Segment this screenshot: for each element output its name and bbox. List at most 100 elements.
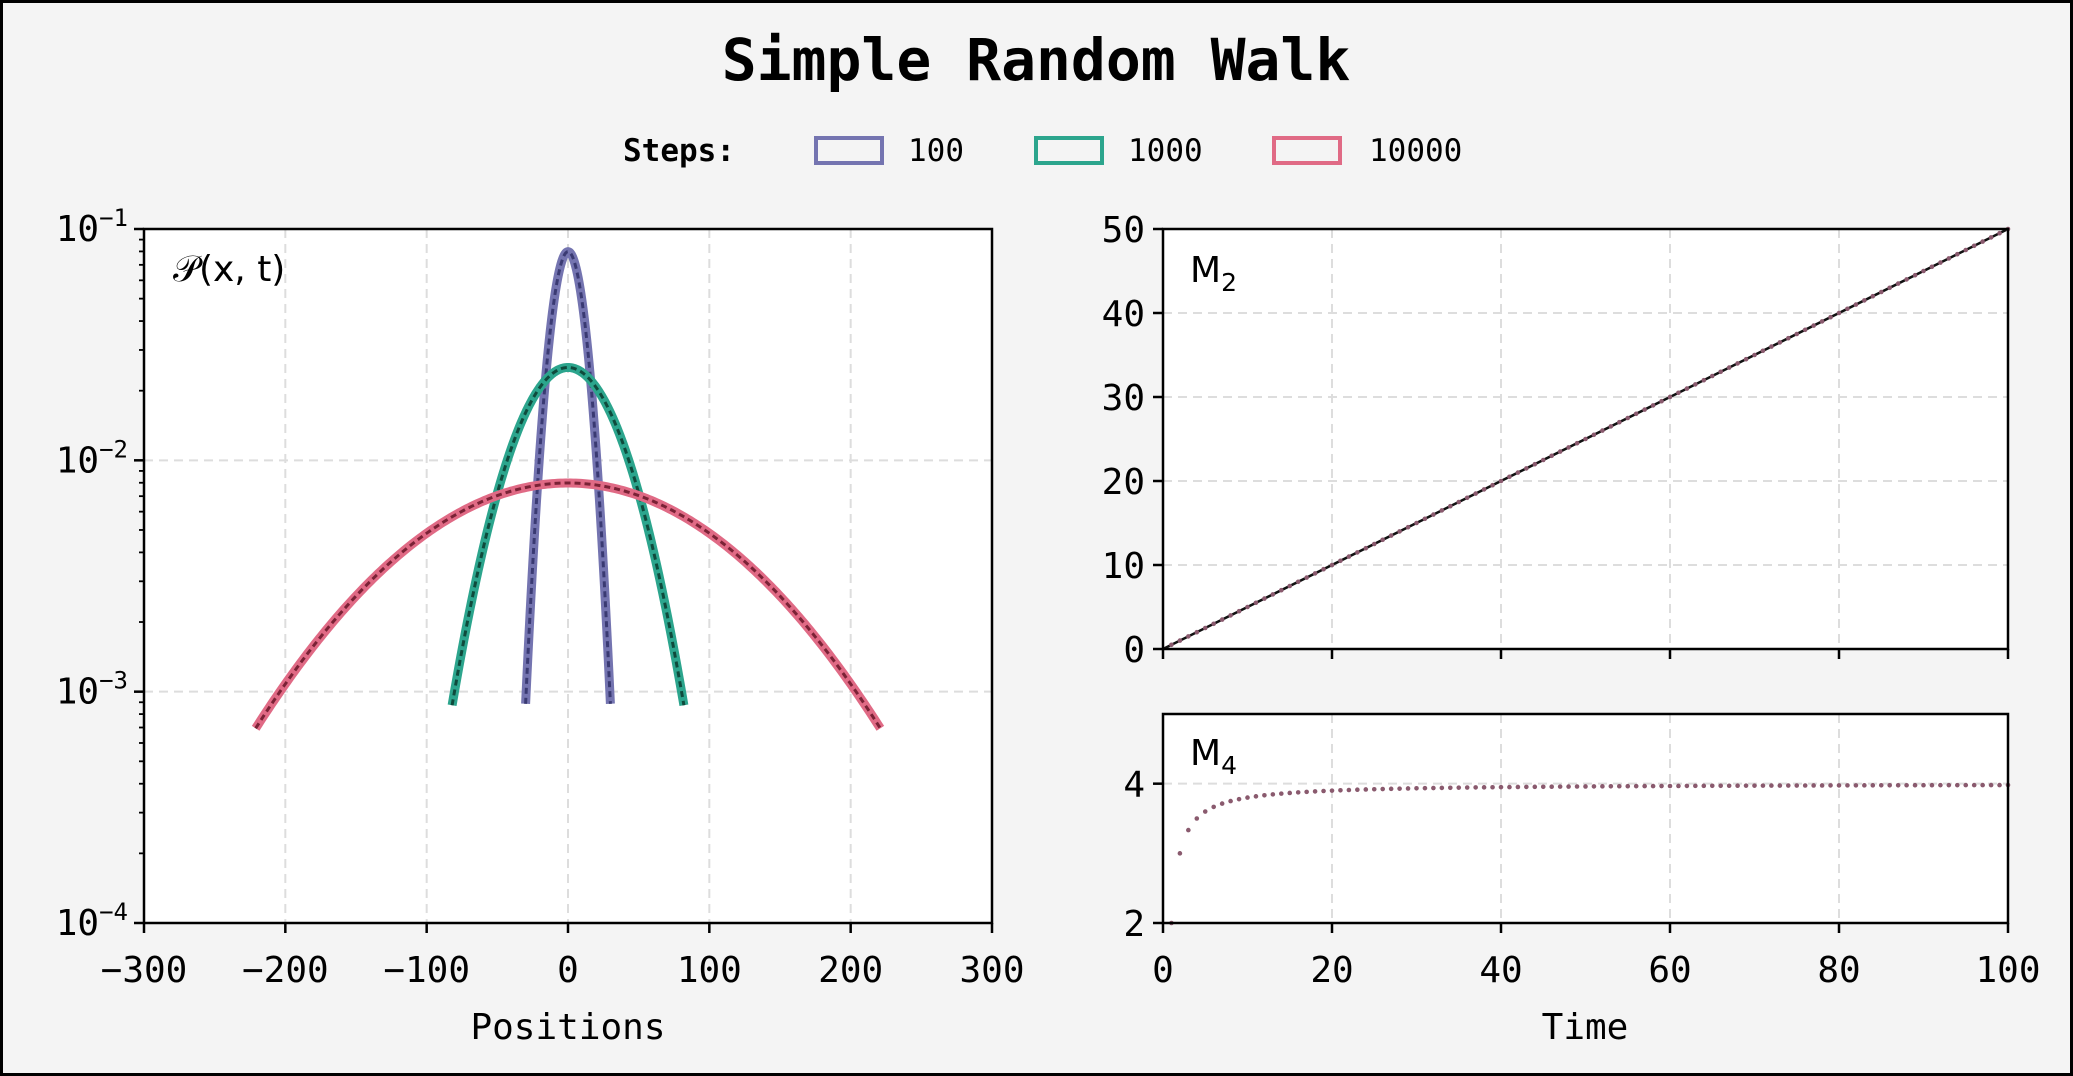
m4-y-ticks: 24 xyxy=(1123,765,1163,945)
legend-swatch-1000 xyxy=(1034,136,1104,165)
m4-point xyxy=(1718,783,1723,789)
m4-point xyxy=(1836,783,1842,788)
m2-y-ticks: 0 10 20 30 40 50 xyxy=(1102,210,1163,671)
m2-point xyxy=(1540,457,1546,463)
m2-point xyxy=(1997,230,2002,236)
m2-point xyxy=(1473,491,1478,496)
m2-panel-label: M2 xyxy=(1190,250,1237,297)
m2-point xyxy=(1287,583,1293,589)
m2-point xyxy=(1735,361,1740,366)
m4-point xyxy=(1743,783,1749,788)
m4-point xyxy=(1279,791,1284,796)
m2-point xyxy=(1279,587,1284,593)
m2-point xyxy=(1980,239,1985,244)
m2-point xyxy=(1270,592,1276,597)
legend: Steps: 100 1000 10000 xyxy=(623,133,1462,169)
m2-point xyxy=(1752,352,1757,358)
m4-point xyxy=(1329,788,1335,793)
legend-title: Steps: xyxy=(623,133,735,169)
m4-point xyxy=(1676,783,1681,789)
m2-point xyxy=(1363,545,1369,551)
m4-point xyxy=(1262,792,1267,798)
m2-point xyxy=(1481,487,1487,492)
m4-point xyxy=(1929,782,1935,788)
m4-point xyxy=(1557,784,1563,789)
m4-point xyxy=(1608,783,1614,789)
m4-point xyxy=(1667,783,1673,789)
distribution-panel: −300 −200 −100 0 100 200 300 10−410−310−210−1 … xyxy=(56,204,1025,1048)
m2-point xyxy=(1811,323,1816,328)
m2-frame xyxy=(1161,227,2010,651)
distribution-x-tick-label: 200 xyxy=(818,950,883,991)
m2-point xyxy=(1388,533,1394,538)
m4-point xyxy=(1549,784,1554,789)
m4-point xyxy=(1287,790,1293,796)
m4-point xyxy=(1194,816,1200,821)
distribution-series xyxy=(251,247,885,731)
m4-point xyxy=(1988,782,1994,788)
m2-point xyxy=(1853,302,1859,307)
m2-y-tick-label: 0 xyxy=(1123,630,1145,671)
m4-x-tick-label: 60 xyxy=(1648,950,1691,991)
distribution-y-tick-label: 10−4 xyxy=(56,898,128,944)
m2-point xyxy=(1312,571,1318,576)
m2-point xyxy=(1718,369,1723,375)
m2-label-main: M xyxy=(1190,250,1221,291)
m4-point xyxy=(1405,786,1411,791)
m2-y-tick-label: 10 xyxy=(1102,546,1145,587)
m2-point xyxy=(1904,277,1909,282)
m4-point xyxy=(1380,786,1385,792)
distribution-y-tick-label: 10−2 xyxy=(56,435,128,481)
m4-x-tick-label: 20 xyxy=(1310,950,1353,991)
m2-point xyxy=(1431,512,1436,517)
m2-point xyxy=(1845,306,1850,312)
distribution-x-ticks: −300 −200 −100 0 100 200 300 xyxy=(101,923,1025,991)
m2-point xyxy=(1633,411,1639,417)
m2-point xyxy=(1938,260,1943,265)
m4-point xyxy=(1515,784,1521,790)
m4-point xyxy=(1625,783,1631,789)
distribution-x-label: Positions xyxy=(470,1007,665,1048)
m4-point xyxy=(1802,783,1808,788)
m4-point xyxy=(1490,784,1495,790)
m2-point xyxy=(1836,310,1842,316)
m4-grid xyxy=(1163,714,2008,923)
m4-point xyxy=(1186,827,1191,833)
m4-point xyxy=(1414,786,1419,791)
m4-point xyxy=(1346,787,1352,793)
m4-point xyxy=(1574,784,1580,789)
m4-point xyxy=(1650,783,1656,789)
m4-point xyxy=(1456,785,1462,790)
m4-point xyxy=(1955,782,1960,788)
m4-point xyxy=(1946,782,1952,788)
m4-point xyxy=(1938,782,1943,788)
m2-y-tick-label: 50 xyxy=(1102,210,1145,251)
m4-point xyxy=(1642,783,1647,789)
m2-point xyxy=(1456,499,1462,505)
legend-entry-1000: 1000 xyxy=(1034,133,1203,169)
m2-point xyxy=(1194,629,1200,635)
m4-x-ticks: 0 20 40 60 80 100 xyxy=(1152,923,2041,991)
legend-swatch-100 xyxy=(814,136,884,165)
m4-x-tick-label: 100 xyxy=(1975,950,2040,991)
m2-point xyxy=(1507,474,1512,480)
m2-point xyxy=(1397,529,1402,534)
m2-point xyxy=(1186,634,1191,639)
m2-point xyxy=(1338,558,1343,564)
m4-point xyxy=(1422,785,1428,791)
m4-point xyxy=(1819,783,1825,788)
m2-point xyxy=(1971,243,1977,249)
m4-point xyxy=(1338,788,1343,793)
m4-point xyxy=(1270,792,1276,797)
m2-point xyxy=(1329,562,1335,568)
m4-point xyxy=(1828,783,1833,788)
m2-point xyxy=(1802,327,1808,333)
m2-point xyxy=(1583,436,1588,442)
m2-point xyxy=(1878,289,1884,295)
m2-point xyxy=(1701,377,1707,383)
distribution-y-ticks: 10−410−310−210−1 xyxy=(56,204,144,944)
m2-point xyxy=(1726,365,1732,370)
m2-point xyxy=(1304,575,1309,580)
m2-label-sub: 2 xyxy=(1221,268,1237,297)
distribution-panel-label: 𝒫(x, t) xyxy=(173,249,285,290)
